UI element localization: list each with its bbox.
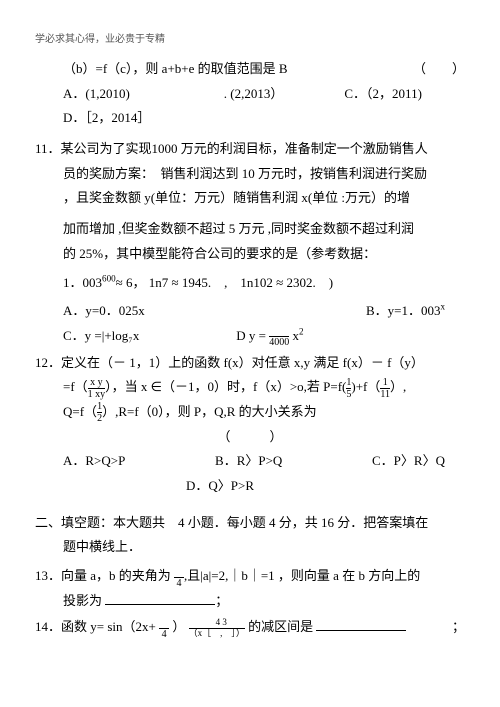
exp-x: x [440,302,445,312]
q12-num: 12． [35,355,61,370]
q10-cont: （b）=f（c），则 a+b+e 的取值范围是 B （ ） A．(1,2010)… [35,57,465,131]
q11-l3: ，且奖金数额 y(单位：万元）随销售利润 x(单位 :万元）的增 [35,186,465,211]
q11-opt-a: A．y=0．025x [63,299,145,324]
q12-l2d: ）, [390,379,406,394]
q11-opt-b: B．y=1．003x [366,299,445,324]
q12-paren: （ ） [35,425,465,450]
q12-l1: 定义在（－ 1，1）上的函数 f(x）对任意 x,y 满足 f(x）－ f（y） [61,355,424,370]
q11-opt-d: D y = 4000 x2 [236,328,303,343]
q12-l2c: )+f（ [351,379,380,394]
q10-opt-c: C．（2，2011) [344,82,465,107]
q14-num: 14． [35,619,61,634]
q10-options: A．(1,2010) . (2,2013） C．（2，2011) [35,82,465,107]
q11-opt-c: C．y =|+log₇x [63,324,233,349]
q10-opt-bmid: . (2,2013） [224,82,345,107]
q11-l5: 的 25%，其中模型能符合公司的要求的是（参考数据： [35,242,465,267]
q14-l1a: 函数 y= sin（2x+ [61,619,156,634]
q11-l2: 员的奖励方案： 销售利润达到 10 万元时，按销售利润进行奖励 [35,162,465,187]
q14-l1b: ） [172,619,185,634]
frac-blank-4b: 4 [159,617,169,640]
q11-l6b: ≈ 6， 1n7 ≈ 1945. , 1n102 ≈ 2302. ) [116,275,333,290]
q11-l4: 加而增加 ,但奖金数额不超过 5 万元 ,同时奖金数额不超过利润 [35,217,465,242]
q12-l3a: Q=f（ [63,404,97,419]
q14-semi: ； [452,615,465,640]
q14: 14．函数 y= sin（2x+ 4 ） 4 3 （x［ , ］） 的减区间是 … [35,615,465,640]
q11-l1: 某公司为了实现1000 万元的利润目标，准备制定一个激励销售人 [61,141,428,156]
q14-blank [316,617,406,631]
q12: 12．定义在（－ 1，1）上的函数 f(x）对任意 x,y 满足 f(x）－ f… [35,351,465,499]
q13-blank [105,591,215,605]
q12-opt-d: D．Q〉P>R [35,474,465,499]
q12-l2b: ），当 x ∈（－1，0）时，f（x）>o,若 P=f( [105,379,346,394]
q12-opt-b: B．R〉P>Q [215,449,282,474]
q12-l3b: ）,R=f（0），则 P，Q,R 的大小关系为 [102,404,317,419]
frac-43-range: 4 3 （x［ , ］） [189,618,245,639]
frac-xy: x y1 xy [88,377,106,400]
q13-num: 13． [35,568,61,583]
q13-l1b: ,且|a|=2,｜b｜=1 ，则向量 a 在 b 方向上的 [184,568,420,583]
exp-2: 2 [299,327,304,337]
q11-l6: 1．003600≈ 6， 1n7 ≈ 1945. , 1n102 ≈ 2302.… [35,271,465,296]
q14-l1c: 的减区间是 [248,619,313,634]
q11: 11．某公司为了实现1000 万元的利润目标，准备制定一个激励销售人 员的奖励方… [35,137,465,349]
page-header: 学必求其心得，业必贵于专精 [35,30,465,49]
q10-opt-d: D．［2，2014］ [35,106,465,131]
sec2-l2: 题中横线上． [35,535,465,560]
q10-text: （b）=f（c），则 a+b+e 的取值范围是 B [63,61,288,76]
q12-l2: =f（x y1 xy），当 x ∈（－1，0）时，f（x）>o,若 P=f(15… [35,375,465,400]
q12-l3: Q=f（12）,R=f（0），则 P，Q,R 的大小关系为 [35,400,465,425]
q11-opt-b-text: B．y=1．003 [366,303,441,318]
q12-l2a: =f（ [63,379,88,394]
q10-paren: （ ） [413,57,465,82]
exp-600: 600 [102,273,116,283]
q11-opts-row1: A．y=0．025x B．y=1．003x [35,299,465,324]
q13: 13．向量 a，b 的夹角为 4,且|a|=2,｜b｜=1 ，则向量 a 在 b… [35,564,465,613]
q11-l6a: 1．003 [63,275,102,290]
q11-num: 11． [35,141,61,156]
frac-blank-4000: 4000 [269,325,289,348]
sec2-l1: 二、填空题：本大题共 4 小题．每小题 4 分，共 16 分．把答案填在 [35,511,465,536]
q11-opt-d-text: D y = [236,328,266,343]
q13-l2-row: 投影为 ； [35,589,465,614]
q12-opts-row1: A．R>Q>P B．R〉P>Q C．P〉R〉Q [35,449,465,474]
q13-l1: 向量 a，b 的夹角为 [61,568,171,583]
frac-blank-4: 4 [174,566,184,589]
q13-semi: ； [215,593,228,608]
q12-opt-a: A．R>Q>P [63,449,125,474]
q11-opts-row2: C．y =|+log₇x D y = 4000 x2 [35,324,465,349]
frac-1-11: 111 [380,377,390,400]
q13-l2: 投影为 [63,593,102,608]
q12-opt-c: C．P〉R〉Q [372,449,445,474]
q10-opt-a: A．(1,2010) [63,82,224,107]
section-2: 二、填空题：本大题共 4 小题．每小题 4 分，共 16 分．把答案填在 题中横… [35,511,465,560]
